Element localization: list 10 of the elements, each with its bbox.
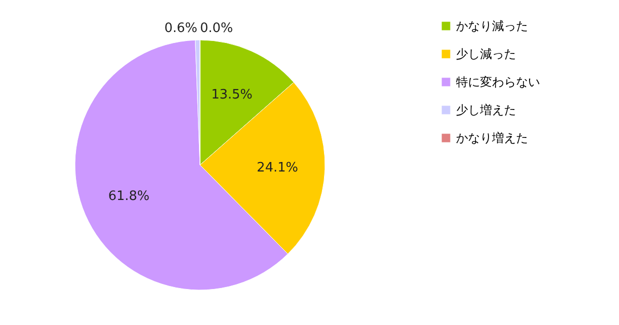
legend-label: かなり増えた (456, 131, 528, 145)
text: 0.0% (200, 21, 234, 36)
legend-label: 少し減った (456, 47, 516, 61)
data-label: 13.5% (211, 87, 253, 102)
legend-label: かなり減った (456, 19, 528, 33)
legend-label: 少し増えた (456, 103, 516, 117)
data-label: 24.1% (256, 160, 298, 176)
data-label: 0.6% (164, 21, 198, 36)
data-label: 61.8% (108, 188, 150, 204)
legend-label: 特に変わらない (456, 75, 540, 89)
